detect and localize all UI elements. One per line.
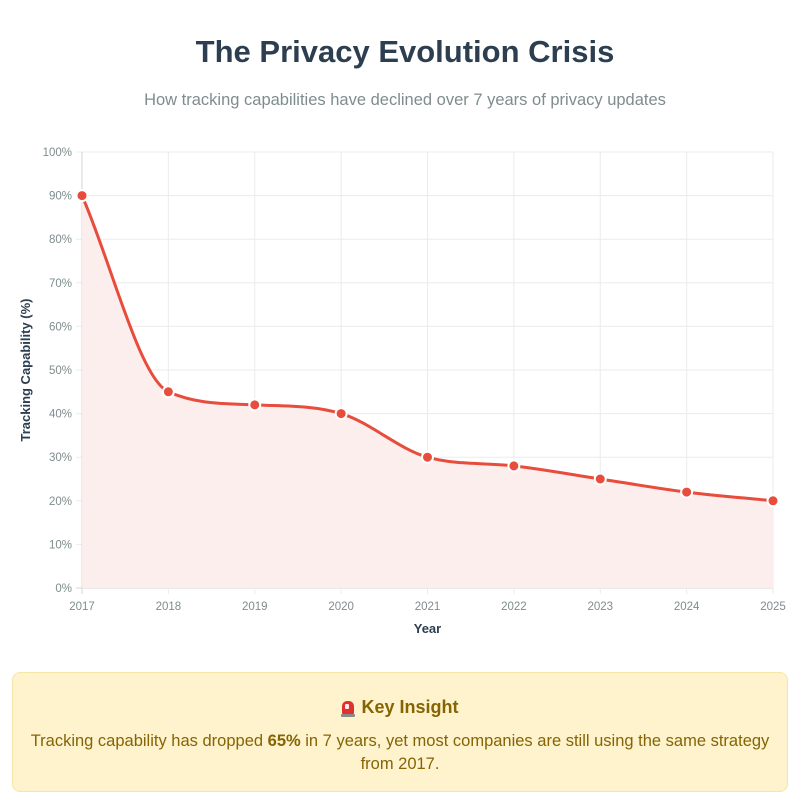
data-point[interactable] [248, 398, 262, 412]
x-tick-label: 2025 [760, 601, 786, 613]
area-fill [82, 195, 773, 588]
data-points [75, 189, 780, 508]
data-point[interactable] [161, 385, 175, 399]
insight-title: Key Insight [361, 697, 459, 717]
y-tick-label: 100% [43, 147, 72, 159]
data-point[interactable] [334, 407, 348, 421]
y-tick-label: 70% [49, 278, 72, 290]
insight-text: Tracking capability has dropped 65% in 7… [30, 732, 770, 773]
x-tick-label: 2017 [69, 601, 95, 613]
x-tick-label: 2023 [587, 601, 613, 613]
x-tick-label: 2018 [156, 601, 182, 613]
x-tick-label: 2022 [501, 601, 527, 613]
data-point[interactable] [766, 494, 780, 508]
x-tick-label: 2020 [328, 601, 354, 613]
data-point[interactable] [593, 472, 607, 486]
data-point[interactable] [507, 459, 521, 473]
y-tick-label: 90% [49, 191, 72, 203]
x-tick-label: 2024 [674, 601, 700, 613]
x-tick-label: 2019 [242, 601, 268, 613]
page-title: The Privacy Evolution Crisis [195, 34, 615, 69]
y-tick-label: 20% [49, 496, 72, 508]
line-chart: 0%10%20%30%40%50%60%70%80%90%100% 2017 20… [18, 147, 786, 636]
x-tick-label: 2021 [415, 601, 441, 613]
key-insight-box: Key Insight Tracking capability has drop… [12, 672, 788, 792]
page-subtitle: How tracking capabilities have declined … [144, 91, 666, 109]
data-point[interactable] [680, 485, 694, 499]
insight-highlight: 65% [267, 732, 301, 750]
y-tick-label: 30% [49, 452, 72, 464]
y-tick-label: 60% [49, 321, 72, 333]
x-tick-labels: 2017 2018 2019 2020 2021 2022 2023 2024 2025 [69, 601, 786, 613]
y-tick-labels: 0% 10% 20% 30% 40% 50% 60% 70% 80% 90% 100% [43, 147, 72, 595]
y-tick-label: 80% [49, 234, 72, 246]
insight-heading: Key Insight [13, 697, 787, 718]
data-point[interactable] [421, 450, 434, 464]
x-axis-title: Year [414, 621, 441, 636]
y-tick-label: 0% [55, 583, 72, 595]
y-tick-label: 50% [49, 365, 72, 377]
y-tick-label: 10% [49, 539, 72, 551]
siren-icon [341, 699, 356, 717]
y-tick-label: 40% [49, 409, 72, 421]
data-point[interactable] [75, 189, 89, 203]
y-axis-title: Tracking Capability (%) [18, 298, 33, 441]
